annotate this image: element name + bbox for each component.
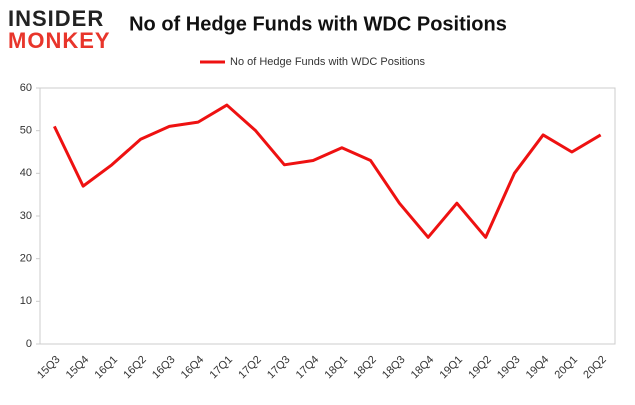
x-tick-label: 15Q4 [64, 354, 92, 382]
y-tick-label: 40 [20, 167, 32, 179]
logo-bottom: MONKEY [8, 28, 111, 53]
x-tick-label: 20Q1 [553, 354, 581, 382]
series-line [53, 103, 602, 239]
legend-label: No of Hedge Funds with WDC Positions [230, 56, 426, 68]
x-tick-label: 20Q2 [581, 354, 609, 382]
x-tick-label: 17Q3 [265, 354, 293, 382]
x-tick-label: 15Q3 [35, 354, 63, 382]
y-tick-label: 60 [20, 82, 32, 94]
x-tick-label: 19Q2 [466, 354, 494, 382]
x-tick-label: 18Q1 [323, 354, 351, 382]
x-tick-label: 16Q3 [150, 354, 178, 382]
x-tick-label: 17Q2 [236, 354, 264, 382]
y-tick-label: 50 [20, 125, 32, 137]
x-tick-label: 17Q1 [208, 354, 236, 382]
plot-frame [39, 87, 616, 345]
x-tick-label: 18Q2 [351, 354, 379, 382]
chart-title: No of Hedge Funds with WDC Positions [129, 13, 507, 35]
x-tick-label: 16Q4 [179, 354, 207, 382]
logo-top: INSIDER [8, 6, 104, 31]
y-tick-label: 20 [20, 253, 32, 265]
y-tick-label: 0 [26, 338, 32, 350]
y-tick-label: 30 [20, 210, 32, 222]
x-tick-label: 17Q4 [294, 354, 322, 382]
x-tick-label: 19Q4 [524, 354, 552, 382]
y-tick-label: 10 [20, 295, 32, 307]
x-tick-label: 16Q2 [121, 354, 149, 382]
x-tick-label: 18Q4 [409, 354, 437, 382]
x-tick-label: 16Q1 [93, 354, 121, 382]
x-tick-label: 19Q1 [438, 354, 466, 382]
x-tick-label: 18Q3 [380, 354, 408, 382]
x-tick-label: 19Q3 [495, 354, 523, 382]
